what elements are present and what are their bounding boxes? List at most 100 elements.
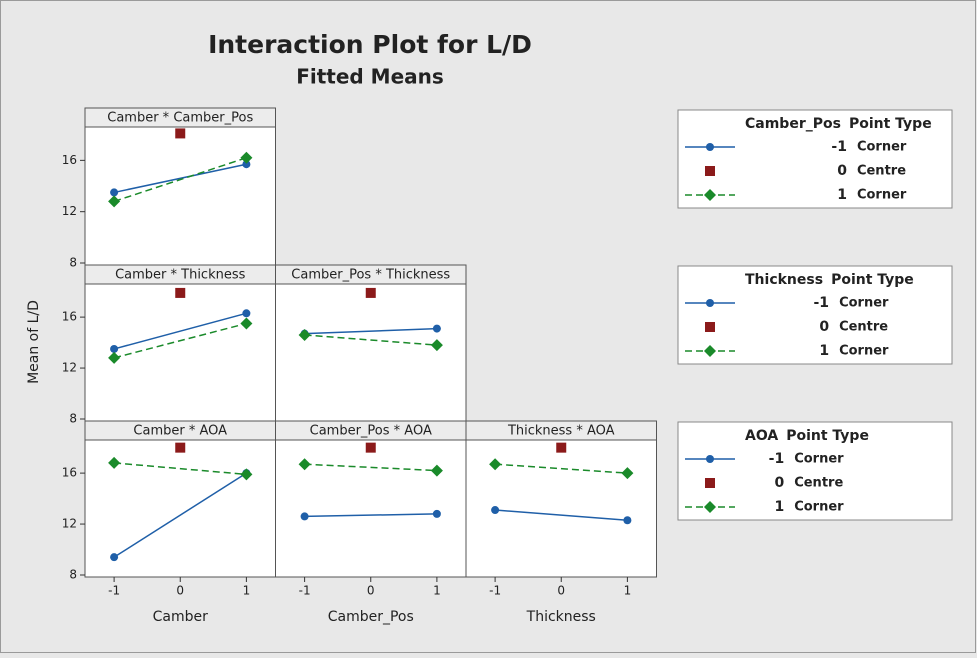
legend-title: Camber_Pos	[745, 116, 841, 132]
point	[242, 309, 251, 318]
legend-point-type: Centre	[857, 164, 906, 179]
legend-point-type: Corner	[839, 344, 889, 359]
legend-title: AOA	[745, 428, 778, 444]
point	[300, 512, 309, 521]
point	[430, 464, 443, 477]
panel-title: Camber * Camber_Pos	[107, 111, 253, 126]
x-tick-label: 0	[367, 584, 375, 598]
series-line	[304, 463, 437, 472]
panel-background	[84, 283, 276, 422]
y-tick-label: 8	[69, 412, 77, 426]
point	[491, 506, 500, 515]
series-line	[113, 322, 247, 359]
point	[705, 478, 715, 488]
point	[489, 458, 502, 471]
point	[108, 351, 121, 364]
legend-level: 0	[774, 475, 784, 491]
point	[298, 328, 311, 341]
panel-title: Camber_Pos * AOA	[310, 424, 432, 439]
x-tick-label: -1	[108, 584, 120, 598]
point	[110, 553, 119, 562]
point	[432, 509, 441, 518]
point	[704, 501, 716, 513]
chart-subtitle: Fitted Means	[296, 65, 444, 89]
point	[365, 442, 376, 453]
point	[705, 166, 715, 176]
series-line	[113, 472, 247, 558]
legend-level: -1	[769, 451, 785, 467]
legend-point-type: Corner	[794, 452, 844, 467]
y-tick-label: 16	[62, 310, 77, 324]
point	[621, 467, 634, 480]
point	[240, 468, 253, 481]
legend-level: -1	[814, 295, 830, 311]
point	[175, 442, 186, 453]
point	[108, 456, 121, 469]
panel-header	[275, 264, 467, 285]
series-line	[304, 334, 437, 346]
y-tick-label: 12	[62, 204, 77, 218]
legend-box	[677, 109, 953, 209]
legend-level: 1	[837, 187, 847, 203]
point	[706, 143, 714, 151]
series-line	[114, 462, 247, 476]
legend-point-type: Centre	[794, 476, 843, 491]
legend-box	[677, 421, 953, 521]
series-line	[495, 509, 628, 521]
point	[110, 344, 119, 353]
x-tick-label: 0	[557, 584, 565, 598]
point	[704, 189, 716, 201]
x-axis-label: Camber	[153, 609, 208, 625]
x-axis-label: Thickness	[526, 609, 596, 625]
panel-header	[84, 107, 276, 128]
chart-title: Interaction Plot for L/D	[208, 30, 532, 59]
legend-level: 1	[819, 343, 829, 359]
y-tick-label: 12	[62, 361, 77, 375]
y-axis-label: Mean of L/D	[26, 300, 42, 384]
point	[430, 339, 443, 352]
legend-level: 0	[819, 319, 829, 335]
panel-background	[275, 283, 467, 422]
legend-header: Point Type	[786, 428, 869, 444]
x-tick-label: 0	[176, 584, 184, 598]
legend-point-type: Corner	[857, 140, 907, 155]
y-tick-label: 8	[69, 568, 77, 582]
x-tick-label: 1	[243, 584, 251, 598]
point	[298, 458, 311, 471]
point	[110, 188, 119, 197]
series-line	[495, 463, 628, 474]
series-line	[113, 312, 247, 350]
panel-background	[84, 126, 276, 266]
x-tick-label: 1	[624, 584, 632, 598]
series-line	[113, 157, 247, 203]
y-tick-label: 8	[69, 256, 77, 270]
x-tick-label: -1	[489, 584, 501, 598]
legend-header: Point Type	[849, 116, 932, 132]
legend-point-type: Corner	[794, 500, 844, 515]
point	[175, 128, 186, 139]
point	[108, 195, 121, 208]
point	[175, 287, 186, 298]
point	[432, 324, 441, 333]
y-tick-label: 12	[62, 517, 77, 531]
series-line	[304, 327, 437, 335]
panel-header	[465, 420, 657, 441]
legend-box	[677, 265, 953, 365]
point	[240, 317, 253, 330]
series-line	[304, 513, 437, 518]
panel-title: Camber * Thickness	[115, 268, 246, 283]
y-tick-label: 16	[62, 466, 77, 480]
legend-header: Point Type	[831, 272, 914, 288]
legend-level: 0	[837, 163, 847, 179]
point	[556, 442, 567, 453]
legend-point-type: Corner	[857, 188, 907, 203]
point	[242, 160, 251, 169]
point	[706, 299, 714, 307]
panel-title: Camber * AOA	[133, 424, 227, 439]
point	[623, 516, 632, 525]
point	[365, 287, 376, 298]
legend-point-type: Centre	[839, 320, 888, 335]
panel-title: Camber_Pos * Thickness	[291, 268, 450, 283]
legend-point-type: Corner	[839, 296, 889, 311]
